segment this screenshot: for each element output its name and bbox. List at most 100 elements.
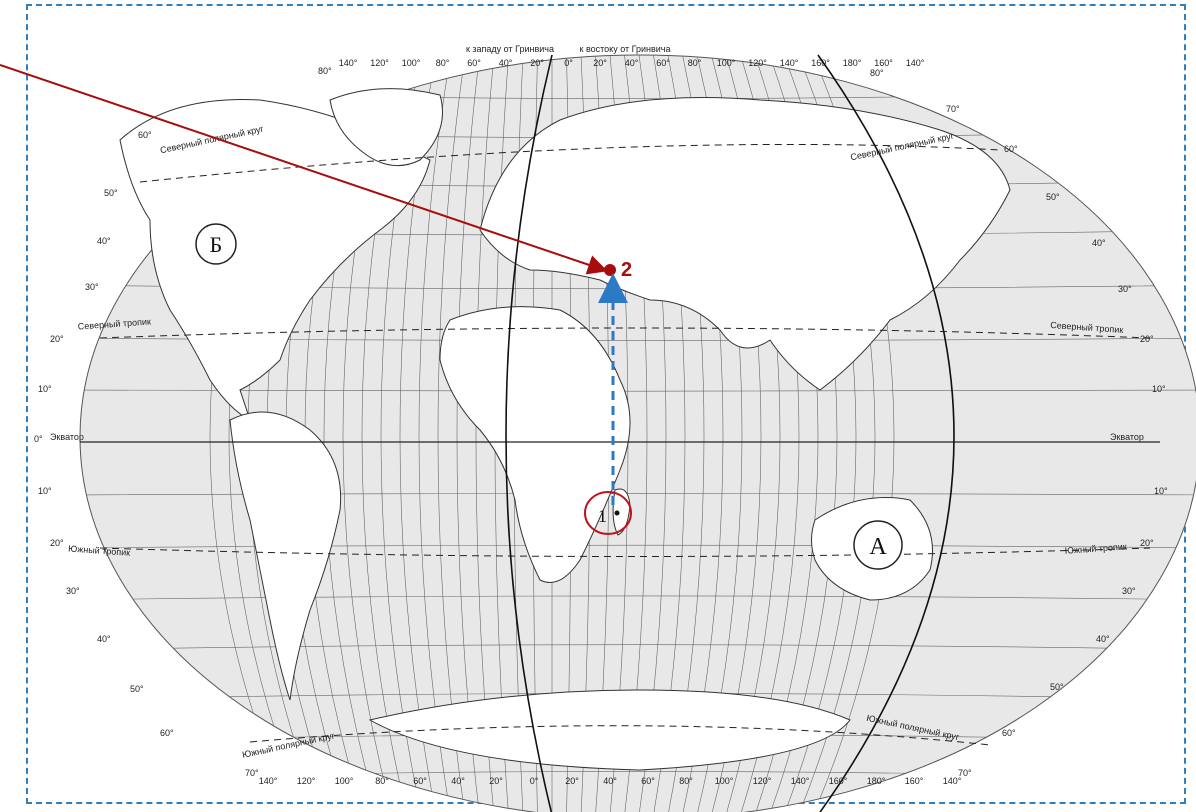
bottom-longitude-tick-label: 160° [905, 776, 924, 786]
parallel-line [80, 595, 1196, 601]
top-longitude-tick-label: 120° [370, 58, 389, 68]
right-latitude-tick-label: 20° [1140, 334, 1154, 344]
top-longitude-tick-label: 80° [436, 58, 450, 68]
left-latitude-tick-label: 30° [85, 282, 99, 292]
right-latitude-tick-label: 70° [958, 768, 972, 778]
point-2-dot [604, 264, 616, 276]
greenland [329, 88, 443, 167]
bottom-longitude-tick-label: 100° [335, 776, 354, 786]
bottom-longitude-tick-label: 180° [867, 776, 886, 786]
right-latitude-tick-label: 20° [1140, 538, 1154, 548]
right-latitude-tick-label: 30° [1118, 284, 1132, 294]
bottom-longitude-tick-label: 120° [753, 776, 772, 786]
left-latitude-tick-label: 50° [104, 188, 118, 198]
tropic-capricorn-line [99, 547, 1151, 557]
tropic-capricorn-label-right: Южный тропик [1065, 541, 1128, 555]
right-latitude-tick-label: 40° [1092, 238, 1106, 248]
top-longitude-tick-label: 100° [717, 58, 736, 68]
parallel-line [80, 544, 1196, 549]
bottom-longitude-tick-label: 40° [451, 776, 465, 786]
right-latitude-tick-label: 60° [1004, 144, 1018, 154]
equator-label-right: Экватор [1110, 432, 1144, 442]
special-parallels [99, 143, 1151, 746]
left-latitude-tick-label: 0° [34, 434, 43, 444]
left-latitude-tick-label: 60° [160, 728, 174, 738]
equator-label-left: Экватор [50, 432, 84, 442]
red-arrow [0, 64, 608, 275]
left-latitude-tick-label: 10° [38, 384, 52, 394]
north-america [119, 99, 431, 421]
left-latitude-tick-label: 30° [66, 586, 80, 596]
top-longitude-tick-label: 40° [625, 58, 639, 68]
bottom-longitude-scale: 140° 120° 100° 80° 60° 40° 20° 0° 20° 40° 60° 80° 10… [259, 776, 962, 786]
top-longitude-tick-label: 120° [748, 58, 767, 68]
top-longitude-tick-label: 60° [467, 58, 481, 68]
bottom-longitude-tick-label: 140° [259, 776, 278, 786]
top-longitude-tick-label: 80° [688, 58, 702, 68]
marker-a-label: А [869, 534, 887, 560]
point-2-label: 2 [621, 259, 632, 281]
bottom-longitude-tick-label: 80° [679, 776, 693, 786]
point-1-circle [584, 491, 632, 535]
meridian-right-bold [817, 54, 955, 812]
bottom-longitude-tick-label: 100° [715, 776, 734, 786]
west-of-greenwich-label: к западу от Гринвича [466, 44, 554, 54]
top-longitude-tick-label: 0° [564, 58, 573, 68]
top-longitude-tick-label: 180° [843, 58, 862, 68]
left-latitude-tick-label: 20° [50, 538, 64, 548]
tropic-capricorn-label-left: Южный тропик [68, 543, 131, 557]
east-of-greenwich-label: к востоку от Гринвича [580, 44, 671, 54]
right-latitude-tick-label: 50° [1046, 192, 1060, 202]
left-latitude-tick-label: 10° [38, 486, 52, 496]
top-longitude-tick-label: 40° [499, 58, 513, 68]
right-latitude-scale: 80° 70° 60° 50° 40° 30° 20° 10° 10° 20° 30° 40° 50° 6… [870, 68, 1168, 778]
bottom-longitude-tick-label: 160° [829, 776, 848, 786]
right-latitude-tick-label: 40° [1096, 634, 1110, 644]
bottom-longitude-tick-label: 20° [565, 776, 579, 786]
top-longitude-tick-label: 160° [874, 58, 893, 68]
top-longitude-tick-label: 160° [811, 58, 830, 68]
point-1-label: 1 [598, 506, 607, 526]
meridian-left-bold [505, 54, 553, 812]
top-longitude-tick-label: 60° [656, 58, 670, 68]
left-latitude-scale: 80° 60° 50° 40° 30° 20° 10° 0° 10° 20° 30° 40° 50° 60… [34, 66, 332, 778]
right-latitude-tick-label: 60° [1002, 728, 1016, 738]
marker-b-label: Б [210, 232, 223, 257]
bottom-longitude-tick-label: 60° [413, 776, 427, 786]
bottom-longitude-tick-label: 120° [297, 776, 316, 786]
antarctic-circle-line [249, 725, 991, 746]
top-longitude-scale: 140° 120° 100° 80° 60° 40° 20° 0° 20° 40° 60° 80° 10… [339, 58, 925, 68]
left-latitude-tick-label: 80° [318, 66, 332, 76]
top-longitude-tick-label: 140° [906, 58, 925, 68]
left-latitude-tick-label: 50° [130, 684, 144, 694]
marker-b-circle [195, 223, 237, 265]
bottom-longitude-tick-label: 20° [489, 776, 503, 786]
bottom-longitude-tick-label: 80° [375, 776, 389, 786]
antarctica [368, 689, 851, 771]
top-longitude-tick-label: 20° [530, 58, 544, 68]
south-america [229, 411, 342, 701]
bottom-longitude-tick-label: 40° [603, 776, 617, 786]
top-longitude-tick-label: 140° [780, 58, 799, 68]
continents [119, 88, 1011, 771]
parallel-line [80, 644, 1196, 651]
point-1-dot [614, 510, 620, 516]
right-latitude-tick-label: 80° [870, 68, 884, 78]
left-latitude-tick-label: 20° [50, 334, 64, 344]
right-latitude-tick-label: 10° [1152, 384, 1166, 394]
right-latitude-tick-label: 30° [1122, 586, 1136, 596]
right-latitude-tick-label: 50° [1050, 682, 1064, 692]
top-longitude-tick-label: 100° [402, 58, 421, 68]
left-latitude-tick-label: 40° [97, 634, 111, 644]
right-latitude-tick-label: 10° [1154, 486, 1168, 496]
top-longitude-tick-label: 140° [339, 58, 358, 68]
bottom-longitude-tick-label: 140° [791, 776, 810, 786]
tropic-cancer-line [99, 327, 1151, 339]
parallel-line [80, 493, 1196, 496]
left-latitude-tick-label: 40° [97, 236, 111, 246]
bottom-longitude-tick-label: 60° [641, 776, 655, 786]
top-longitude-tick-label: 20° [593, 58, 607, 68]
marker-a-circle [853, 520, 903, 570]
bottom-longitude-tick-label: 140° [943, 776, 962, 786]
